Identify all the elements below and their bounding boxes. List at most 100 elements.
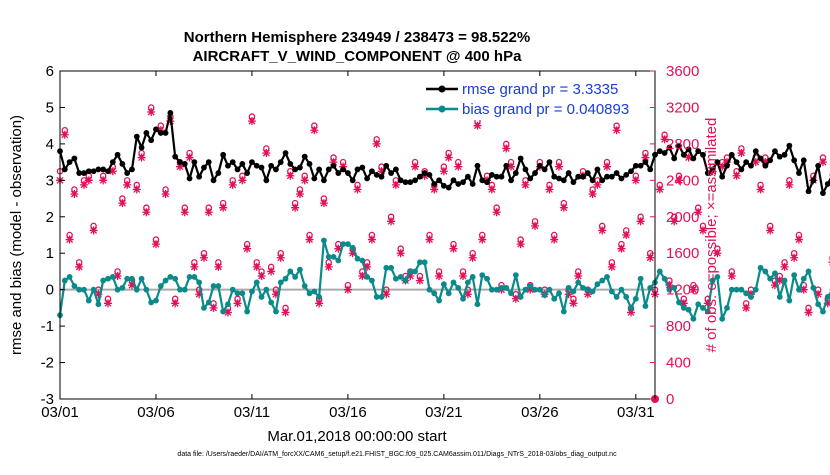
rmse-point (623, 172, 629, 178)
bias-point (595, 281, 601, 287)
rmse-point (268, 163, 274, 169)
bias-point (172, 276, 178, 282)
obs-assimilated-marker (315, 299, 323, 307)
bias-point (719, 316, 725, 322)
bias-point (643, 303, 649, 309)
bias-point (220, 309, 226, 315)
rmse-point (307, 161, 313, 167)
rmse-point (643, 159, 649, 165)
bias-point (815, 301, 821, 307)
obs-assimilated-marker (99, 176, 107, 184)
rmse-point (532, 170, 538, 176)
bias-point (230, 287, 236, 293)
rmse-point (196, 174, 202, 180)
rmse-point (187, 176, 193, 182)
bias-point (201, 305, 207, 311)
bias-point (796, 287, 802, 293)
bias-point (767, 276, 773, 282)
y-axis-label-right: # of obs: o=possible; ×=assimilated (703, 118, 720, 353)
obs-assimilated-marker (75, 263, 83, 271)
bias-point (225, 301, 231, 307)
rmse-point (609, 174, 615, 180)
obs-assimilated-marker (205, 208, 213, 216)
obs-assimilated-marker (90, 226, 98, 234)
obs-assimilated-marker (637, 217, 645, 225)
obs-assimilated-marker (291, 204, 299, 212)
rmse-point (806, 188, 812, 194)
bias-point (465, 279, 471, 285)
rmse-point (537, 163, 543, 169)
rmse-point (340, 167, 346, 173)
rmse-point (321, 177, 327, 183)
obs-assimilated-marker (70, 190, 78, 198)
x-tick-label: 03/06 (137, 404, 175, 421)
rmse-point (619, 176, 625, 182)
bias-point (427, 287, 433, 293)
bias-point (777, 294, 783, 300)
bias-point (182, 287, 188, 293)
rmse-point (115, 152, 121, 158)
obs-assimilated-marker (397, 249, 405, 257)
bias-point (215, 283, 221, 289)
obs-assimilated-marker (598, 226, 606, 234)
rmse-point (561, 177, 567, 183)
bias-point (738, 287, 744, 293)
obs-assimilated-marker (459, 272, 467, 280)
bias-point (244, 309, 250, 315)
bias-point (690, 316, 696, 322)
y-right-tick-label: 2800 (666, 136, 699, 153)
rmse-point (767, 157, 773, 163)
obs-assimilated-marker (589, 190, 597, 198)
bias-point (518, 294, 524, 300)
rmse-point (206, 159, 212, 165)
obs-assimilated-marker (733, 172, 741, 180)
bias-point (508, 290, 514, 296)
rmse-point (191, 159, 197, 165)
rmse-point (786, 143, 792, 149)
rmse-point (724, 163, 730, 169)
bias-point (206, 300, 212, 306)
bias-point (331, 254, 337, 260)
obs-assimilated-marker (416, 277, 424, 285)
bias-point (633, 296, 639, 302)
rmse-point (772, 148, 778, 154)
bias-point (762, 269, 768, 275)
rmse-point (499, 174, 505, 180)
obs-assimilated-marker (277, 254, 285, 262)
legend: rmse grand pr = 3.3335 bias grand pr = 0… (421, 78, 650, 120)
bias-point (119, 285, 125, 291)
rmse-point (690, 156, 696, 162)
rmse-point (427, 172, 433, 178)
obs-assimilated-marker (613, 126, 621, 134)
obs-assimilated-marker (301, 176, 309, 184)
rmse-point (273, 167, 279, 173)
bias-point (143, 287, 149, 293)
y-axis-label-left: rmse and bias (model - observation) (8, 115, 25, 355)
rmse-point (595, 167, 601, 173)
bias-point (619, 287, 625, 293)
bias-point (359, 258, 365, 264)
rmse-point (153, 126, 159, 132)
bias-point (786, 298, 792, 304)
obs-assimilated-marker (757, 185, 765, 193)
obs-assimilated-marker (267, 267, 275, 275)
rmse-point (513, 170, 519, 176)
obs-assimilated-marker (253, 263, 261, 271)
bias-point (412, 269, 418, 275)
rmse-point (738, 167, 744, 173)
y-left-tick-label: 5 (46, 99, 54, 116)
bias-point (441, 281, 447, 287)
rmse-point (820, 190, 826, 196)
obs-assimilated-marker (781, 263, 789, 271)
rmse-point (259, 165, 265, 171)
y-right-tick-label: 2000 (666, 209, 699, 226)
rmse-point (287, 161, 293, 167)
bias-point (551, 296, 557, 302)
bias-point (302, 283, 308, 289)
bias-point (129, 276, 135, 282)
rmse-point (316, 167, 322, 173)
obs-assimilated-marker (449, 245, 457, 253)
bias-point (398, 274, 404, 280)
rmse-point (235, 167, 241, 173)
bias-point (91, 287, 97, 293)
